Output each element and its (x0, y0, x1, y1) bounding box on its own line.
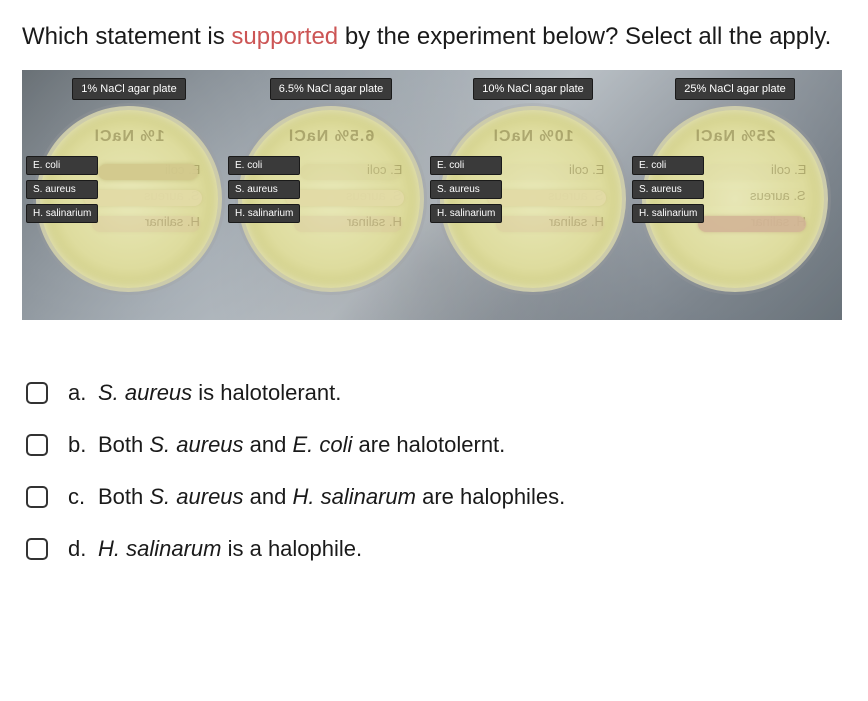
growth-streak (300, 164, 400, 180)
organism-tag: S. aureus (26, 180, 98, 199)
answer-text: Both S. aureus and E. coli are halotoler… (98, 432, 505, 458)
growth-streak (704, 164, 804, 180)
answer-letter: a. (68, 380, 98, 406)
answer-letter: b. (68, 432, 98, 458)
organism-tag: E. coli (26, 156, 98, 175)
answer-text: H. salinarum is a halophile. (98, 536, 362, 562)
checkbox[interactable] (26, 538, 48, 560)
dish-ghost-title: 6.5% NaCl (242, 128, 420, 146)
answer-option[interactable]: c.Both S. aureus and H. salinarum are ha… (26, 484, 842, 510)
growth-streak (286, 190, 404, 206)
plate-column: 25% NaCl agar plate25% NaClE. coliS. aur… (636, 78, 834, 292)
growth-streak (496, 216, 604, 232)
question-suffix: by the experiment below? Select all the … (338, 23, 831, 50)
organism-tag: E. coli (632, 156, 704, 175)
plate-title-label: 6.5% NaCl agar plate (270, 78, 393, 100)
question-highlight: supported (231, 23, 338, 50)
dish-ghost-title: 25% NaCl (646, 128, 824, 146)
checkbox[interactable] (26, 382, 48, 404)
growth-streak (698, 216, 806, 232)
answer-text: S. aureus is halotolerant. (98, 380, 341, 406)
plate-column: 10% NaCl agar plate10% NaClE. coliS. aur… (434, 78, 632, 292)
organism-labels: E. coli S. aureus H. salinarium (228, 156, 300, 228)
organism-tag: S. aureus (430, 180, 502, 199)
answer-option[interactable]: a.S. aureus is halotolerant. (26, 380, 842, 406)
question-prefix: Which statement is (22, 23, 231, 50)
question-text: Which statement is supported by the expe… (22, 20, 846, 54)
organism-tag: H. salinarium (632, 204, 704, 223)
answer-list: a.S. aureus is halotolerant.b.Both S. au… (22, 380, 846, 562)
dish-ghost-title: 1% NaCl (40, 128, 218, 146)
plate-column: 1% NaCl agar plate1% NaClE. coliS. aureu… (30, 78, 228, 292)
checkbox[interactable] (26, 486, 48, 508)
plate-column: 6.5% NaCl agar plate6.5% NaClE. coliS. a… (232, 78, 430, 292)
organism-tag: H. salinarium (26, 204, 98, 223)
growth-streak (92, 216, 200, 232)
growth-streak (690, 190, 808, 206)
organism-tag: E. coli (228, 156, 300, 175)
answer-text: Both S. aureus and H. salinarum are halo… (98, 484, 565, 510)
answer-letter: c. (68, 484, 98, 510)
growth-streak (98, 164, 198, 180)
answer-option[interactable]: d.H. salinarum is a halophile. (26, 536, 842, 562)
organism-tag: S. aureus (632, 180, 704, 199)
dish-ghost-title: 10% NaCl (444, 128, 622, 146)
experiment-figure: 1% NaCl agar plate 1% NaCl E. coli S. aureu… (22, 70, 842, 320)
answer-option[interactable]: b.Both S. aureus and E. coli are halotol… (26, 432, 842, 458)
plate-title-label: 1% NaCl agar plate (72, 78, 185, 100)
plate-title-label: 25% NaCl agar plate (675, 78, 795, 100)
growth-streak (294, 216, 402, 232)
growth-streak (84, 190, 202, 206)
organism-tag: H. salinarium (228, 204, 300, 223)
organism-tag: E. coli (430, 156, 502, 175)
answer-letter: d. (68, 536, 98, 562)
growth-streak (488, 190, 606, 206)
organism-labels: E. coli S. aureus H. salinarium (430, 156, 502, 228)
organism-tag: H. salinarium (430, 204, 502, 223)
organism-tag: S. aureus (228, 180, 300, 199)
checkbox[interactable] (26, 434, 48, 456)
growth-streak (502, 164, 602, 180)
plate-title-label: 10% NaCl agar plate (473, 78, 593, 100)
organism-labels: E. coli S. aureus H. salinarium (632, 156, 704, 228)
organism-labels: E. coli S. aureus H. salinarium (26, 156, 98, 228)
